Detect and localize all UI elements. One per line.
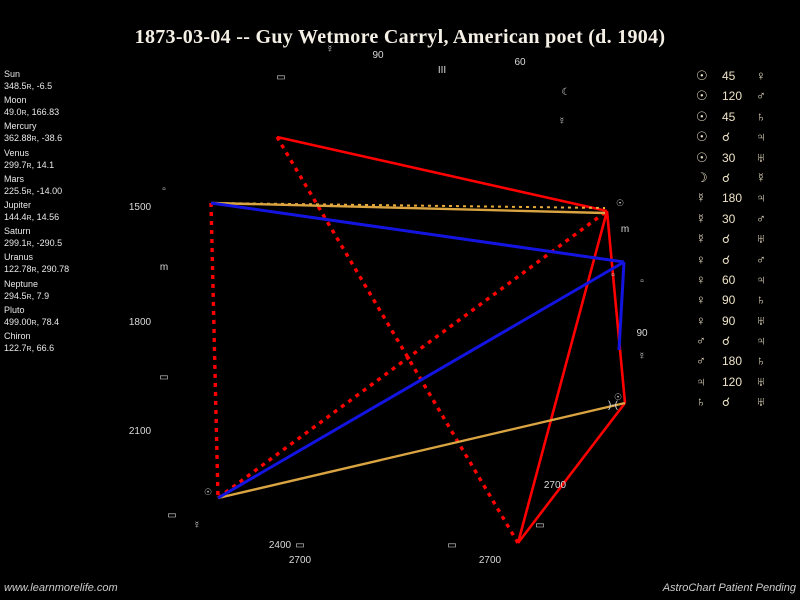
svg-text:1800: 1800	[129, 317, 152, 328]
svg-text:▭: ▭	[447, 540, 456, 551]
svg-text:60: 60	[514, 57, 526, 68]
svg-text:▫: ▫	[611, 270, 615, 281]
svg-text:☾: ☾	[562, 87, 571, 98]
svg-text:m: m	[160, 262, 168, 273]
svg-text:2700: 2700	[289, 555, 312, 566]
svg-text:▫: ▫	[640, 276, 644, 287]
svg-text:▭: ▭	[167, 510, 176, 521]
svg-text:2700: 2700	[479, 555, 502, 566]
svg-text:▭: ▭	[535, 520, 544, 531]
svg-text:☿: ☿	[326, 44, 334, 55]
svg-text:☉: ☉	[204, 487, 212, 497]
svg-text:☉: ☉	[616, 198, 624, 208]
svg-text:1500: 1500	[129, 202, 152, 213]
svg-text:III: III	[438, 65, 446, 76]
svg-text:2400: 2400	[269, 540, 292, 551]
svg-text:▭: ▭	[159, 372, 168, 383]
svg-text:90: 90	[636, 328, 648, 339]
svg-text:90: 90	[372, 50, 384, 61]
svg-text:▭: ▭	[276, 72, 285, 83]
svg-text:m: m	[621, 224, 629, 235]
svg-text:▫: ▫	[162, 184, 166, 195]
svg-text:☉: ☉	[614, 392, 622, 402]
svg-text:☿: ☿	[558, 116, 566, 127]
svg-text:2100: 2100	[129, 426, 152, 437]
svg-text:2700: 2700	[544, 480, 567, 491]
svg-text:☿: ☿	[193, 520, 201, 531]
svg-text:▭: ▭	[295, 540, 304, 551]
svg-text:☿: ☿	[638, 351, 646, 362]
